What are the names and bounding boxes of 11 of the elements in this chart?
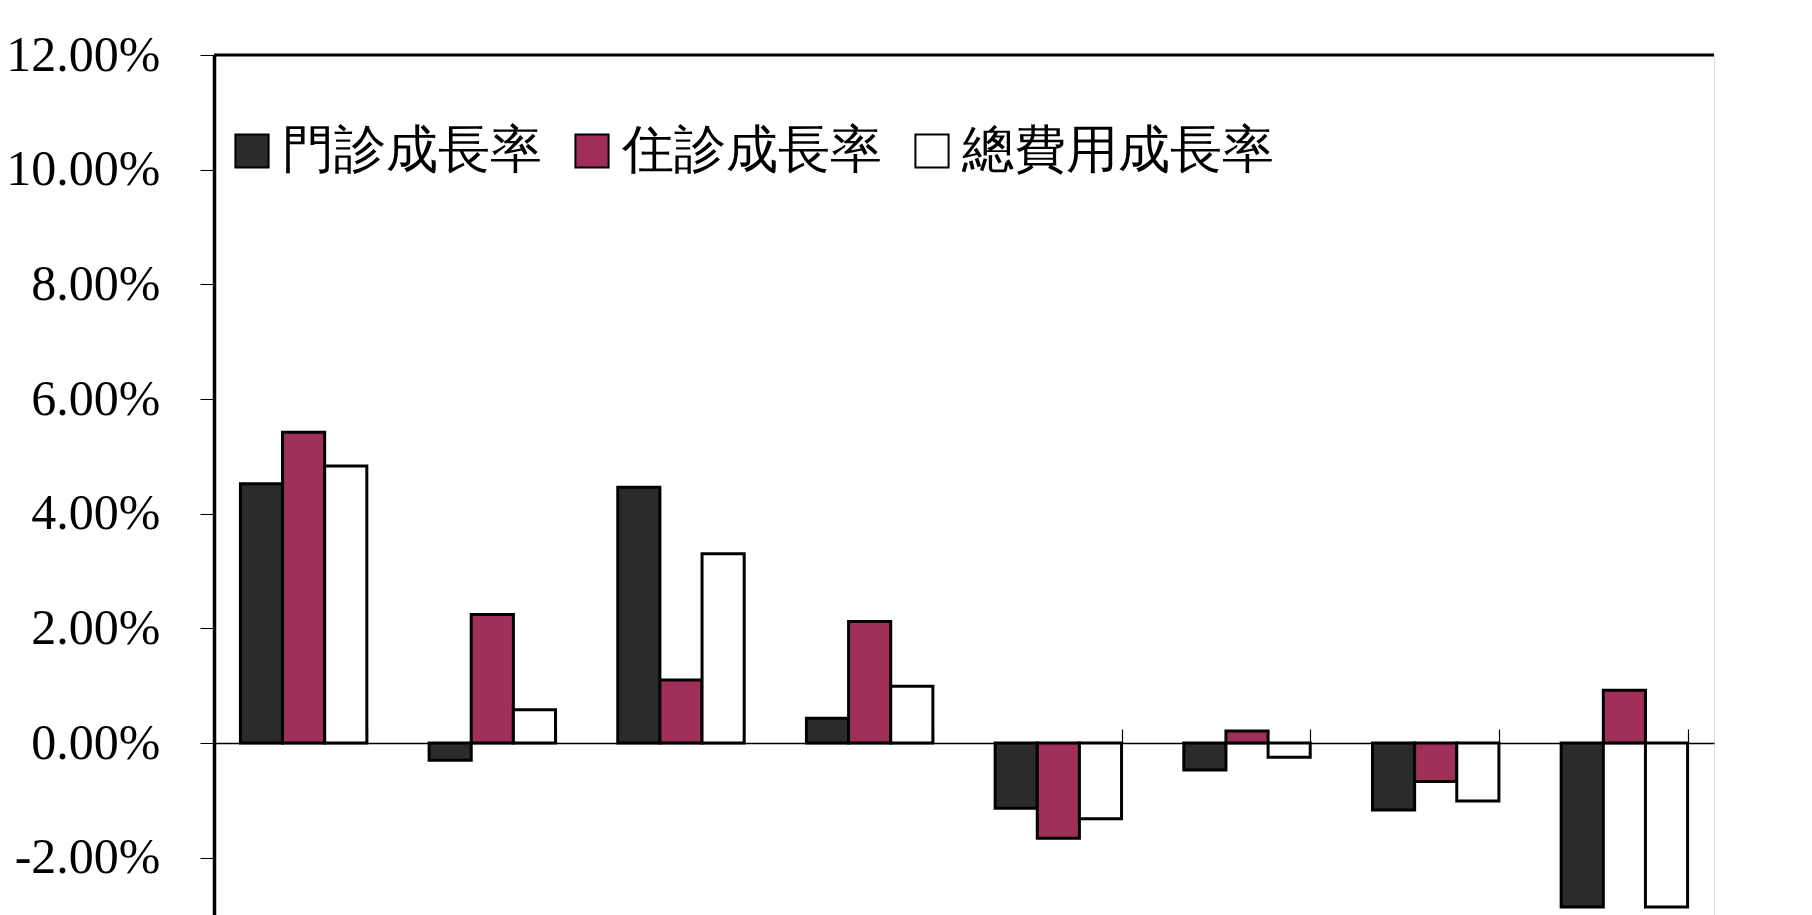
y-tick-label: 12.00%	[6, 25, 161, 82]
legend-label: 住診成長率	[621, 119, 882, 179]
y-tick-label: 4.00%	[31, 484, 161, 541]
y-tick-label: 6.00%	[31, 369, 161, 426]
y-tick-label: 2.00%	[31, 598, 161, 655]
y-tick-label: 10.00%	[6, 140, 161, 197]
y-tick-label: 0.00%	[31, 713, 161, 770]
legend-label: 門診成長率	[282, 119, 542, 179]
y-tick-label: -2.00%	[14, 828, 161, 885]
y-tick-label: 8.00%	[31, 254, 161, 311]
legend-label: 總費用成長率	[961, 119, 1274, 179]
